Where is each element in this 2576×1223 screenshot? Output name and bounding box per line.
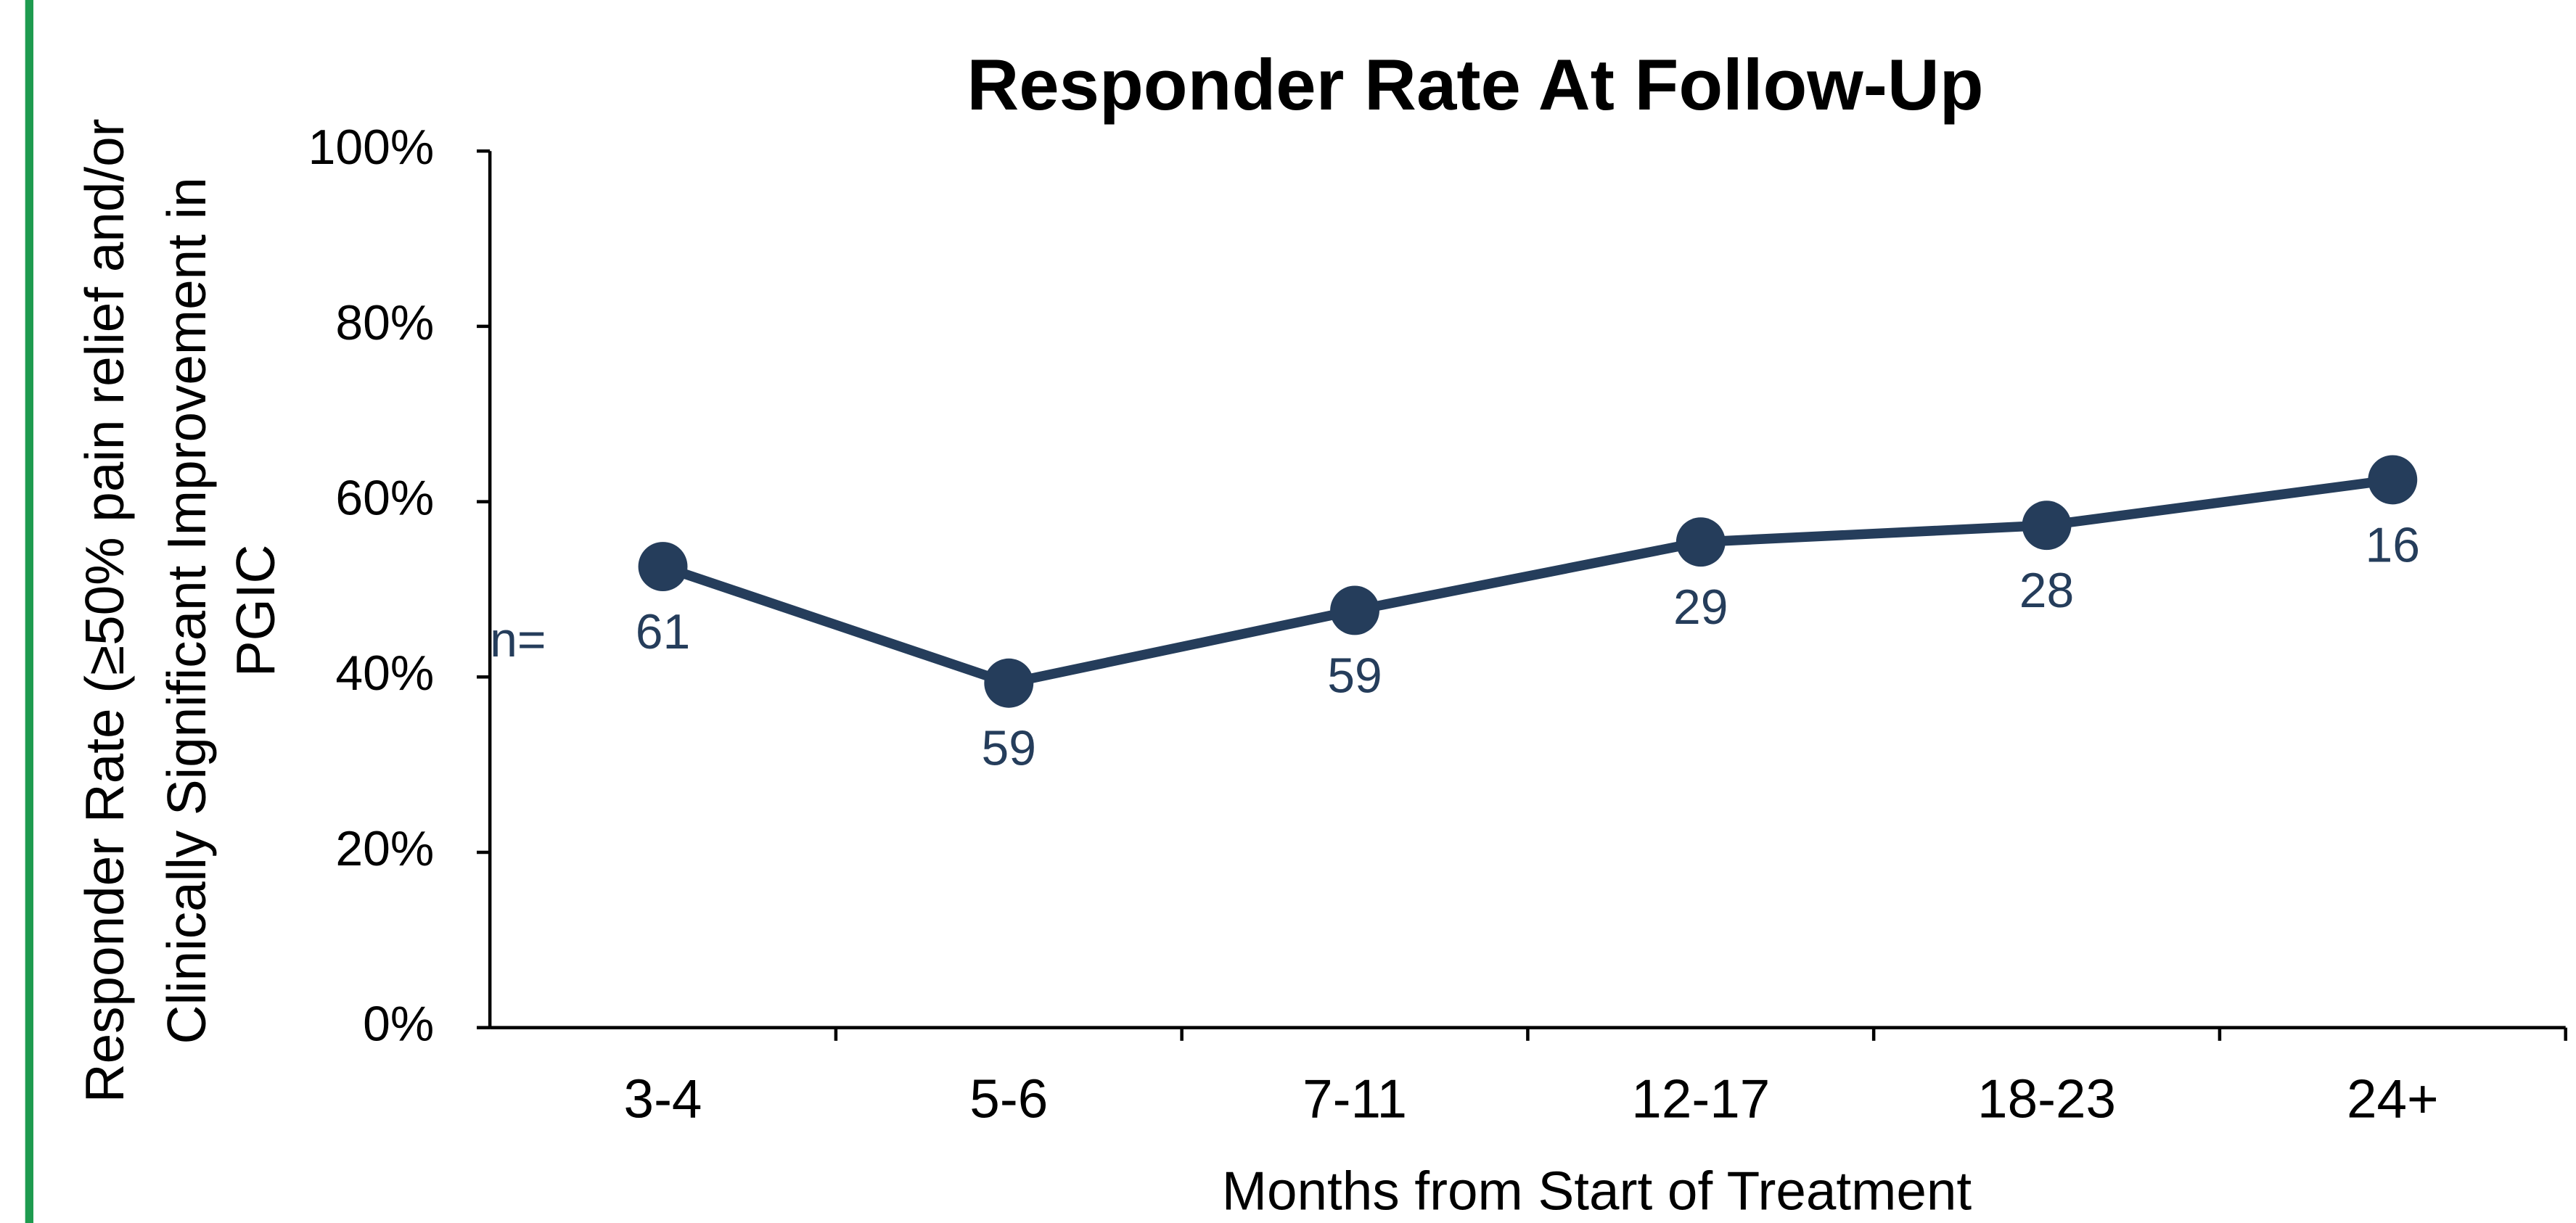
- x-tick-label: 7-11: [1303, 1068, 1407, 1129]
- n-value: 61: [636, 605, 691, 659]
- data-point: [1330, 585, 1379, 635]
- x-tick-label: 12-17: [1631, 1068, 1770, 1129]
- n-value: 16: [2366, 518, 2420, 572]
- x-tick-label: 3-4: [624, 1068, 702, 1129]
- data-point: [2022, 501, 2072, 551]
- n-value: 59: [1327, 648, 1382, 703]
- chart-title: Responder Rate At Follow-Up: [967, 45, 1983, 125]
- data-line: [661, 474, 2394, 688]
- data-point: [638, 542, 688, 591]
- x-tick-label: 5-6: [969, 1068, 1048, 1129]
- y-tick-label: 40%: [335, 646, 434, 701]
- n-value: 28: [2019, 564, 2075, 618]
- n-value: 29: [1673, 580, 1728, 635]
- accent-bar: [25, 0, 34, 1223]
- data-point: [984, 658, 1034, 708]
- data-point: [2368, 455, 2418, 505]
- y-tick-label: 80%: [335, 296, 434, 350]
- y-axis-label-line: PGIC: [225, 545, 286, 678]
- x-tick-label: 24+: [2347, 1068, 2439, 1129]
- n-value: 59: [982, 722, 1037, 776]
- y-tick-label: 100%: [308, 120, 435, 175]
- x-tick-label: 18-23: [1977, 1068, 2116, 1129]
- y-tick-label: 0%: [363, 997, 434, 1052]
- x-axis-label: Months from Start of Treatment: [1222, 1160, 1972, 1221]
- data-point: [1675, 517, 1726, 567]
- y-axis-label-line: Clinically Significant Improvement in: [156, 177, 217, 1044]
- n-label: n=: [490, 613, 546, 667]
- y-tick-label: 60%: [335, 472, 434, 526]
- y-axis-label: Responder Rate (≥50% pain relief and/or …: [74, 118, 286, 1103]
- y-tick-label: 20%: [335, 822, 434, 876]
- y-axis-label-line: Responder Rate (≥50% pain relief and/or: [74, 118, 135, 1103]
